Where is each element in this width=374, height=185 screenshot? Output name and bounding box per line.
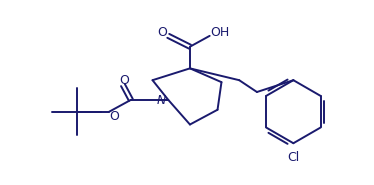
Text: O: O xyxy=(109,110,119,123)
Text: OH: OH xyxy=(210,26,229,39)
Text: Cl: Cl xyxy=(287,151,300,164)
Text: N: N xyxy=(157,94,166,107)
Text: O: O xyxy=(157,26,167,39)
Text: O: O xyxy=(119,74,129,87)
